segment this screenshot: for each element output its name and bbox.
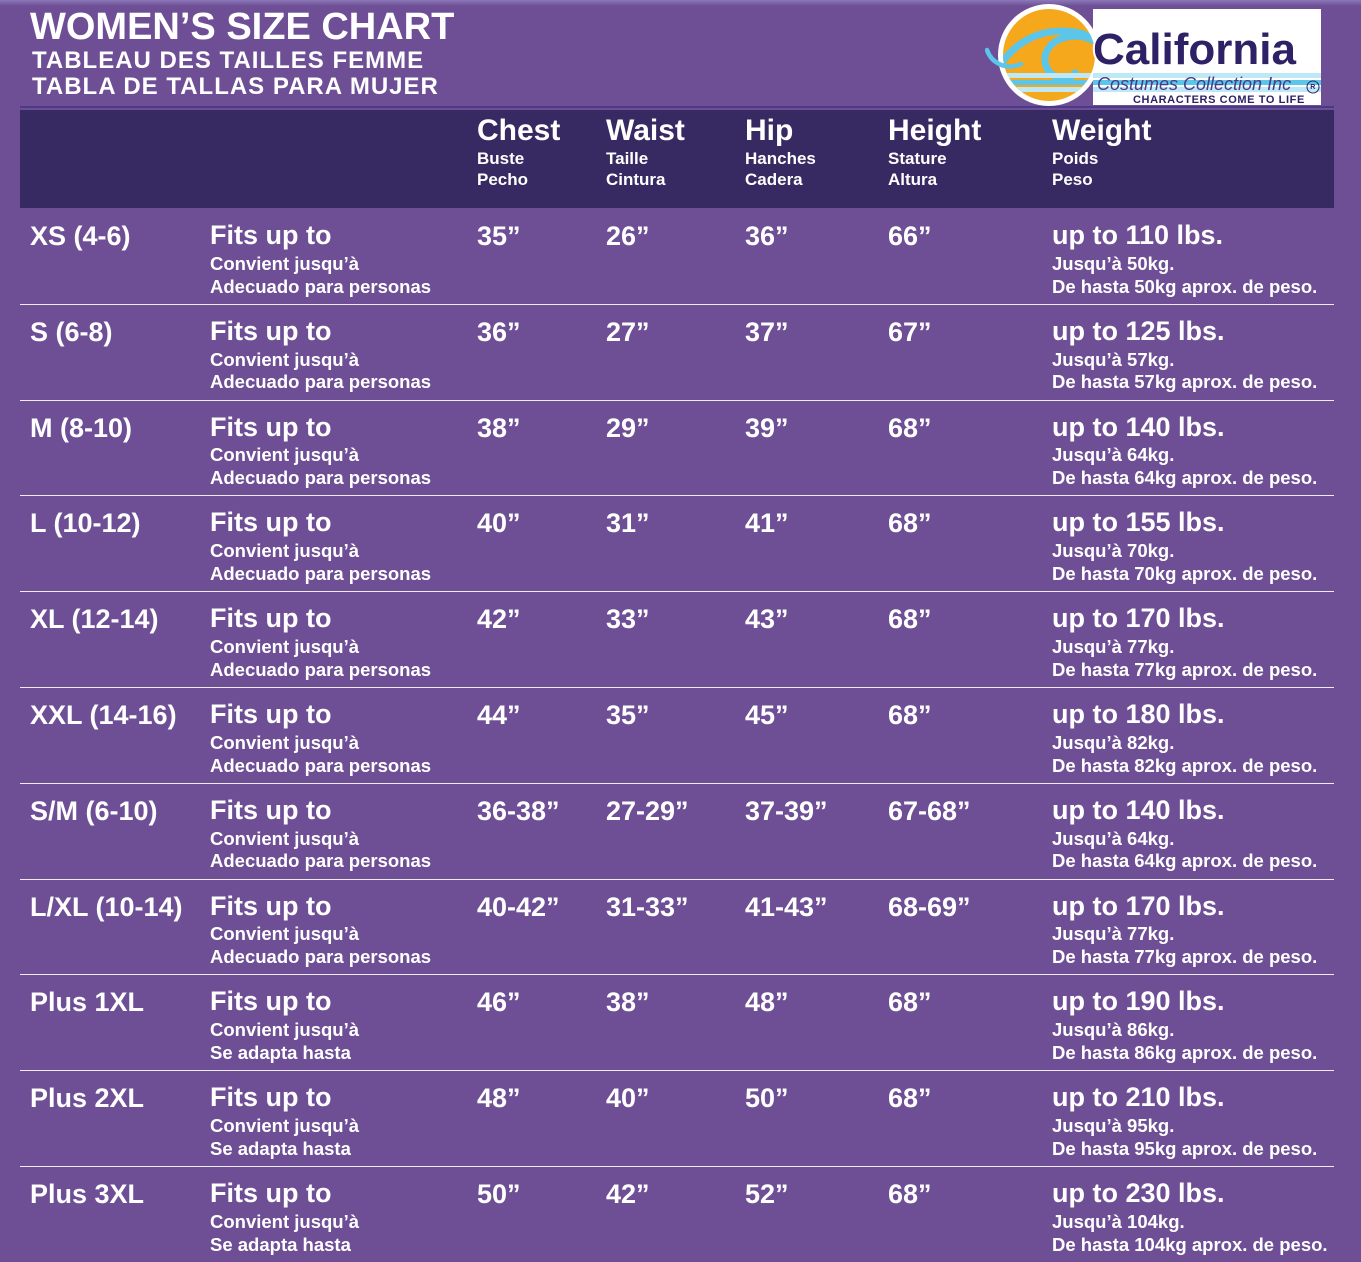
- svg-text:CHARACTERS COME TO LIFE: CHARACTERS COME TO LIFE: [1133, 94, 1305, 106]
- svg-text:Costumes Collection Inc: Costumes Collection Inc: [1097, 74, 1291, 94]
- svg-text:California: California: [1093, 25, 1296, 74]
- svg-text:R: R: [1310, 84, 1315, 91]
